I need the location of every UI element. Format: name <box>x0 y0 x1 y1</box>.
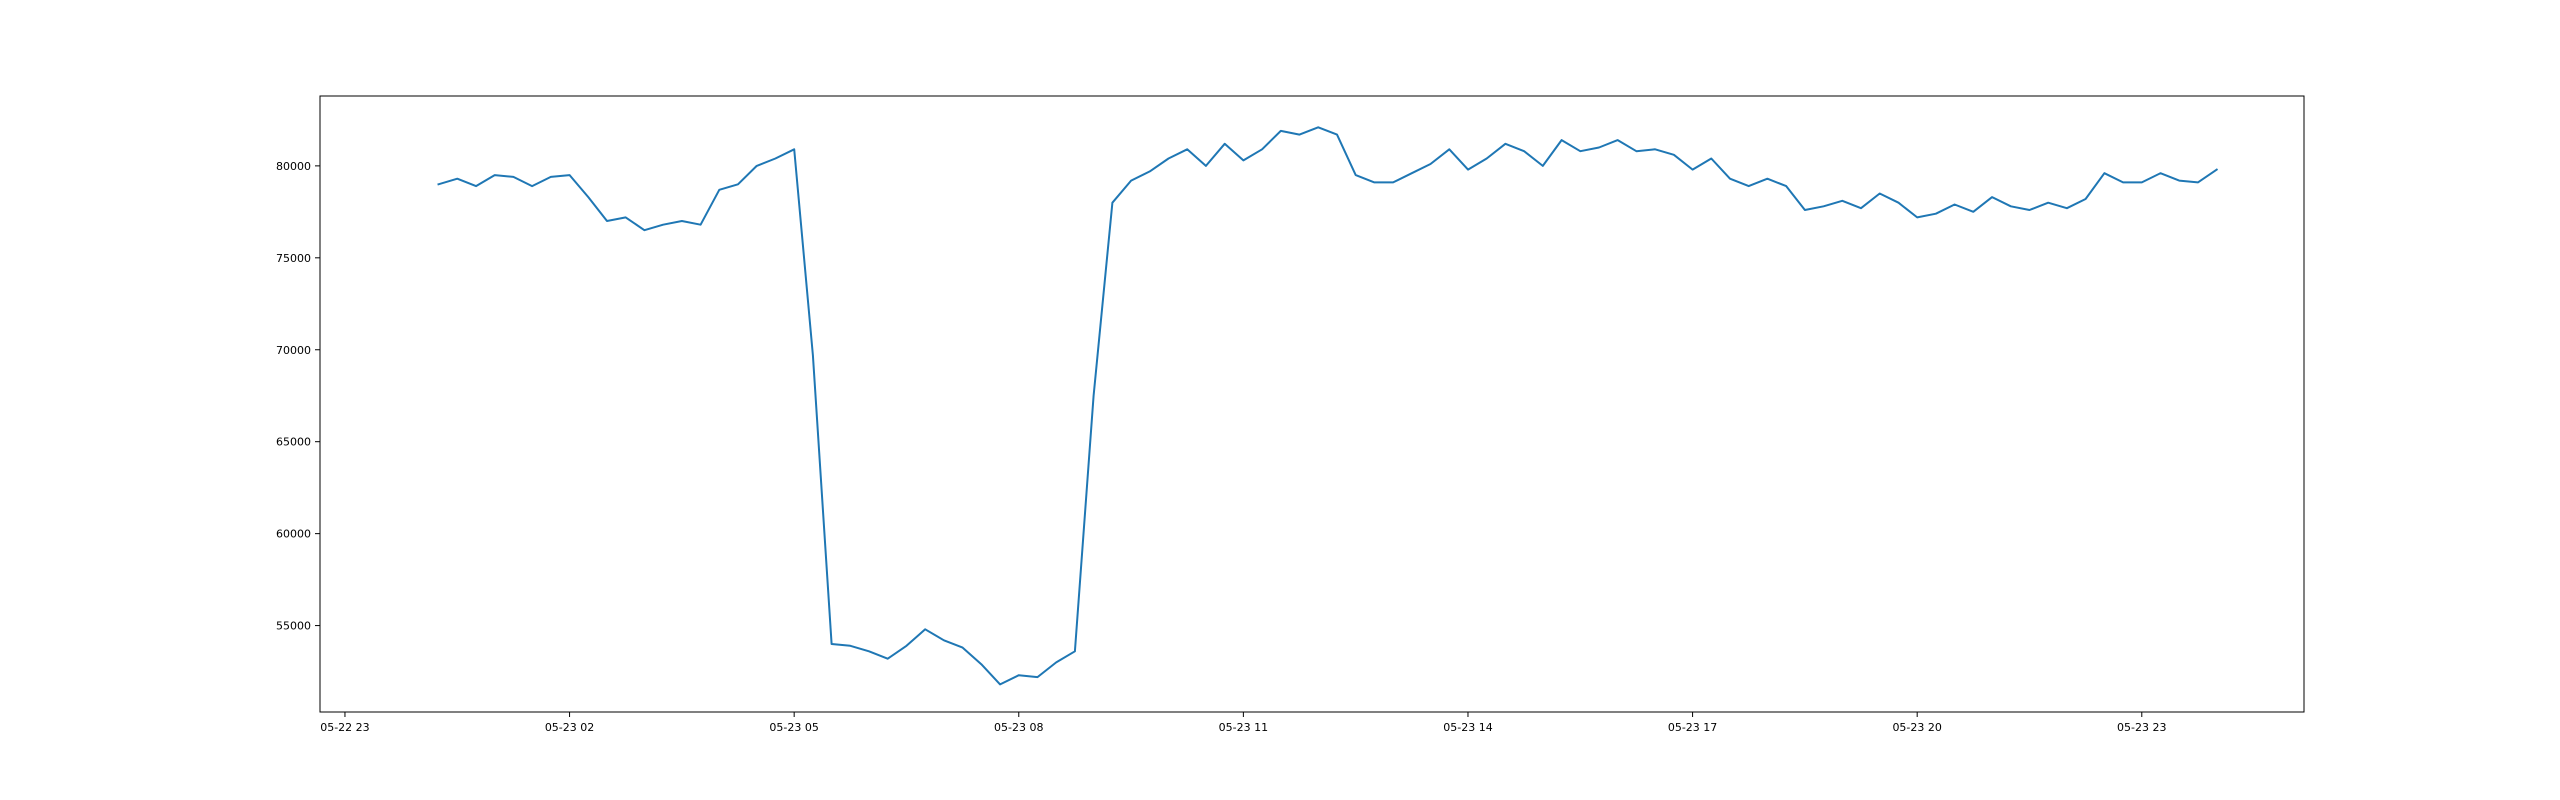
x-axis: 05-22 23 05-23 02 05-23 05 05-23 08 05-23 11… <box>320 712 2167 734</box>
y-tick-label: 80000 <box>276 160 311 173</box>
x-tick-label: 05-23 17 <box>1668 721 1717 734</box>
x-tick-label: 05-23 02 <box>545 721 594 734</box>
plot-frame <box>319 95 2305 713</box>
x-tick-label: 05-22 23 <box>320 721 369 734</box>
series-line-0 <box>437 126 2219 686</box>
series-layer <box>437 126 2219 686</box>
plot-area <box>320 96 2304 712</box>
y-tick-label: 55000 <box>276 620 311 633</box>
x-tick-label: 05-23 08 <box>994 721 1043 734</box>
x-tick-label: 05-23 23 <box>2117 721 2166 734</box>
x-tick-label: 05-23 05 <box>769 721 818 734</box>
y-axis: 55000 60000 65000 70000 75000 80000 <box>276 160 320 633</box>
y-tick-label: 75000 <box>276 252 311 265</box>
x-tick-label: 05-23 20 <box>1892 721 1941 734</box>
x-tick-label: 05-23 11 <box>1219 721 1268 734</box>
x-tick-label: 05-23 14 <box>1443 721 1492 734</box>
y-tick-label: 65000 <box>276 436 311 449</box>
y-tick-label: 70000 <box>276 344 311 357</box>
y-tick-label: 60000 <box>276 528 311 541</box>
